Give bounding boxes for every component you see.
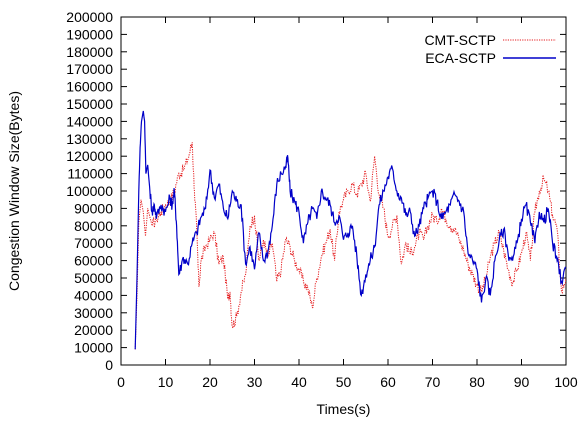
x-tick-label: 90 bbox=[514, 374, 530, 390]
x-tick-label: 20 bbox=[202, 374, 218, 390]
x-tick-label: 100 bbox=[554, 374, 578, 390]
legend-label-cmt-sctp: CMT-SCTP bbox=[424, 32, 496, 48]
plot-frame bbox=[120, 16, 567, 366]
x-axis-title: Times(s) bbox=[317, 401, 371, 417]
y-tick-label: 60000 bbox=[74, 253, 113, 269]
y-tick-label: 160000 bbox=[66, 79, 113, 95]
y-tick-label: 200000 bbox=[66, 9, 113, 25]
series-line-cmt-sctp bbox=[134, 142, 566, 350]
y-tick-label: 180000 bbox=[66, 44, 113, 60]
y-tick-label: 70000 bbox=[74, 235, 113, 251]
y-tick-label: 190000 bbox=[66, 26, 113, 42]
axis-ticks: 0100002000030000400005000060000700008000… bbox=[66, 9, 578, 390]
y-tick-label: 50000 bbox=[74, 270, 113, 286]
y-tick-label: 150000 bbox=[66, 96, 113, 112]
y-tick-label: 120000 bbox=[66, 148, 113, 164]
x-tick-label: 0 bbox=[117, 374, 125, 390]
y-tick-label: 140000 bbox=[66, 113, 113, 129]
x-tick-label: 50 bbox=[336, 374, 352, 390]
x-tick-label: 80 bbox=[469, 374, 485, 390]
y-axis-title: Congestion Window Size(Bytes) bbox=[6, 91, 22, 291]
x-tick-label: 40 bbox=[291, 374, 307, 390]
x-tick-label: 60 bbox=[380, 374, 396, 390]
y-tick-label: 170000 bbox=[66, 61, 113, 77]
y-tick-label: 20000 bbox=[74, 322, 113, 338]
y-tick-label: 110000 bbox=[67, 166, 113, 182]
y-tick-label: 90000 bbox=[74, 200, 113, 216]
y-tick-label: 40000 bbox=[74, 287, 113, 303]
y-tick-label: 10000 bbox=[74, 340, 113, 356]
y-tick-label: 0 bbox=[105, 357, 113, 373]
y-tick-label: 100000 bbox=[66, 183, 113, 199]
y-tick-label: 30000 bbox=[74, 305, 113, 321]
y-tick-label: 130000 bbox=[66, 131, 113, 147]
x-tick-label: 70 bbox=[425, 374, 441, 390]
series-layer bbox=[134, 110, 566, 350]
legend-label-eca-sctp: ECA-SCTP bbox=[425, 50, 496, 66]
y-tick-label: 80000 bbox=[74, 218, 113, 234]
x-tick-label: 10 bbox=[158, 374, 174, 390]
x-tick-label: 30 bbox=[247, 374, 263, 390]
series-line-eca-sctp bbox=[134, 110, 566, 350]
legend: CMT-SCTP ECA-SCTP bbox=[424, 32, 556, 66]
